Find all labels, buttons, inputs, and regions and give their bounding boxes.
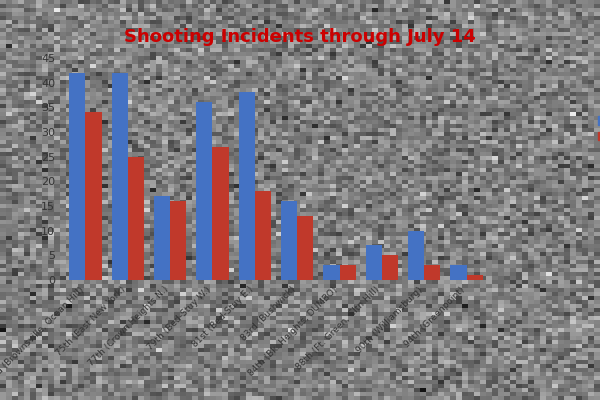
Bar	[128, 156, 144, 280]
Text: Shooting Incidents through July 14: Shooting Incidents through July 14	[124, 28, 476, 46]
Bar	[451, 265, 467, 280]
Bar	[281, 201, 297, 280]
Bar	[340, 265, 356, 280]
Bar	[154, 196, 170, 280]
Bar	[323, 265, 340, 280]
Bar	[170, 201, 186, 280]
Bar	[467, 275, 482, 280]
Bar	[382, 255, 398, 280]
Bar	[112, 73, 128, 280]
Legend: 2012, 2013: 2012, 2013	[593, 112, 600, 146]
Bar	[424, 265, 440, 280]
Bar	[70, 73, 85, 280]
Bar	[239, 92, 255, 280]
Bar	[212, 147, 229, 280]
Bar	[255, 191, 271, 280]
Bar	[408, 231, 424, 280]
Bar	[366, 246, 382, 280]
Bar	[196, 102, 212, 280]
Bar	[297, 216, 313, 280]
Bar	[85, 112, 101, 280]
